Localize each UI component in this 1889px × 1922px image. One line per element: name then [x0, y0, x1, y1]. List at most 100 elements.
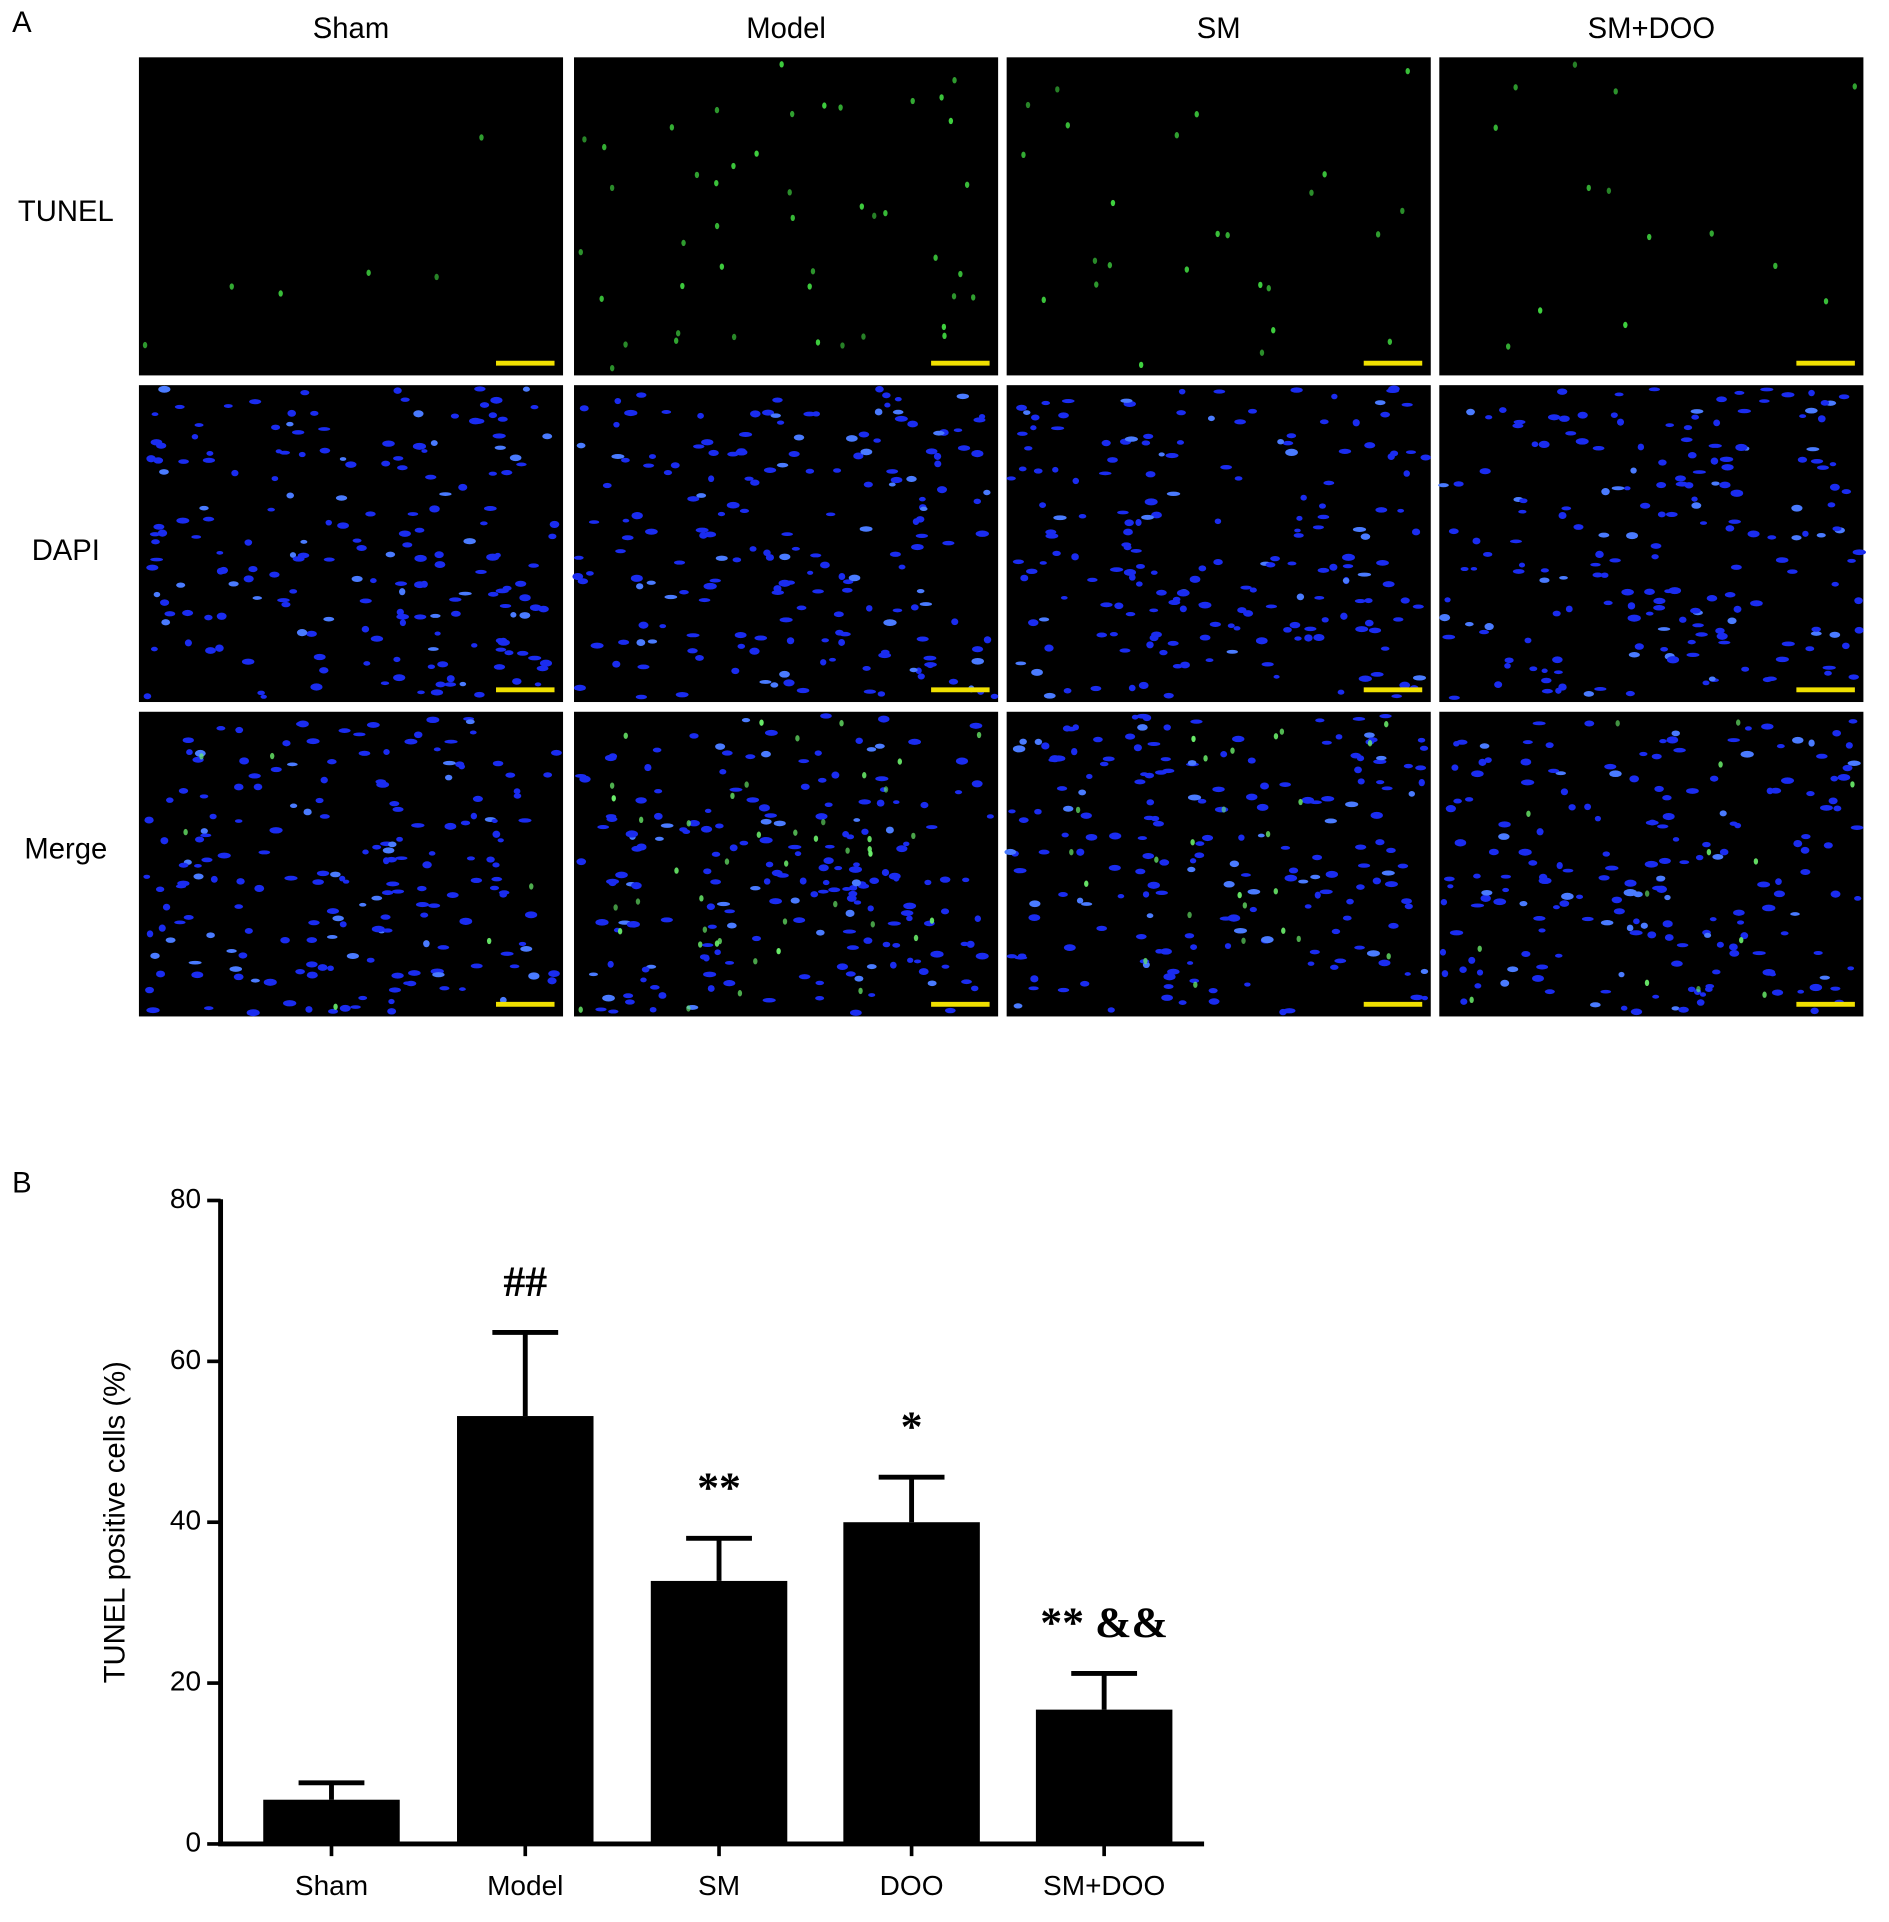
column-label: Sham — [313, 13, 389, 45]
nucleus — [846, 894, 857, 902]
nucleus — [646, 580, 656, 585]
nucleus — [906, 475, 917, 482]
y-tick-label: 20 — [170, 1665, 201, 1696]
nucleus — [1099, 761, 1109, 767]
nucleus — [975, 530, 989, 537]
nucleus — [822, 879, 830, 886]
nucleus — [210, 875, 218, 883]
nucleus — [622, 518, 630, 523]
nucleus — [395, 856, 408, 860]
nucleus — [1141, 514, 1154, 520]
nucleus — [911, 544, 924, 551]
nucleus — [427, 647, 439, 651]
nucleus — [631, 512, 643, 520]
nucleus — [635, 797, 647, 804]
nucleus — [986, 814, 994, 819]
nucleus — [1679, 616, 1687, 623]
tunel-signal — [1194, 111, 1199, 118]
nucleus — [1854, 597, 1863, 605]
tunel-signal — [976, 731, 982, 739]
tunel-signal — [638, 816, 644, 824]
nucleus — [184, 639, 192, 647]
nucleus — [1283, 626, 1292, 633]
nucleus — [621, 535, 634, 541]
nucleus — [383, 857, 390, 865]
nucleus — [1062, 725, 1072, 732]
nucleus — [233, 973, 244, 981]
nucleus — [848, 574, 861, 582]
nucleus — [1603, 600, 1613, 606]
nucleus — [888, 482, 896, 487]
tunel-signal — [731, 333, 737, 341]
nucleus — [1419, 745, 1429, 751]
nucleus — [944, 1007, 956, 1014]
nucleus — [661, 409, 672, 414]
nucleus — [867, 905, 874, 912]
tunel-signal — [868, 850, 873, 857]
nucleus — [1702, 680, 1710, 686]
tunel-signal — [1762, 991, 1767, 998]
nucleus — [1150, 570, 1158, 575]
tunel-signal — [861, 333, 866, 340]
nucleus — [1310, 874, 1321, 880]
nucleus — [910, 604, 919, 611]
nucleus — [199, 794, 209, 799]
tunel-signal — [1526, 810, 1531, 817]
nucleus — [295, 969, 305, 975]
tunel-signal — [1513, 84, 1518, 91]
nucleus — [338, 728, 351, 733]
nucleus — [492, 433, 506, 439]
nucleus — [1532, 975, 1544, 982]
nucleus — [1013, 867, 1027, 874]
nucleus — [1120, 398, 1133, 403]
nucleus — [873, 438, 881, 443]
tunel-signal — [1384, 721, 1389, 728]
nucleus — [611, 454, 625, 459]
nucleus — [975, 952, 989, 960]
nucleus — [460, 820, 471, 826]
nucleus — [1356, 755, 1365, 762]
tunel-signal — [719, 263, 725, 270]
nucleus — [838, 572, 846, 581]
nucleus — [516, 650, 529, 656]
nucleus — [898, 564, 906, 570]
nucleus — [157, 529, 168, 537]
nucleus — [234, 819, 243, 823]
nucleus — [430, 440, 438, 447]
nucleus — [1109, 832, 1122, 840]
nucleus — [458, 591, 472, 596]
nucleus — [1600, 989, 1612, 994]
nucleus — [759, 837, 773, 844]
nucleus — [790, 897, 800, 904]
nucleus — [956, 393, 970, 400]
nucleus — [1147, 881, 1160, 889]
nucleus — [1454, 839, 1467, 847]
nucleus — [697, 412, 704, 419]
nucleus — [178, 787, 189, 794]
nucleus — [1781, 777, 1795, 784]
nucleus — [1384, 881, 1398, 888]
nucleus — [779, 670, 790, 678]
nucleus — [973, 498, 982, 505]
nucleus — [1736, 920, 1745, 925]
nucleus — [954, 790, 963, 795]
nucleus — [1123, 569, 1137, 576]
nucleus — [1797, 456, 1808, 463]
nucleus — [1261, 662, 1274, 667]
nucleus — [726, 501, 740, 509]
nucleus — [1678, 1006, 1689, 1013]
nucleus — [762, 998, 776, 1003]
micrograph — [138, 57, 564, 376]
nucleus — [1847, 558, 1856, 563]
nucleus — [695, 527, 709, 533]
nucleus — [739, 840, 749, 846]
nucleus — [1117, 510, 1129, 515]
nucleus — [1719, 810, 1727, 817]
tunel-signal — [1852, 83, 1857, 90]
nucleus — [246, 1009, 260, 1017]
nucleus — [459, 917, 473, 925]
nucleus — [1699, 992, 1707, 997]
tunel-signal — [1298, 798, 1303, 806]
nucleus — [1652, 994, 1660, 999]
x-tick-label: SM — [698, 1870, 740, 1901]
